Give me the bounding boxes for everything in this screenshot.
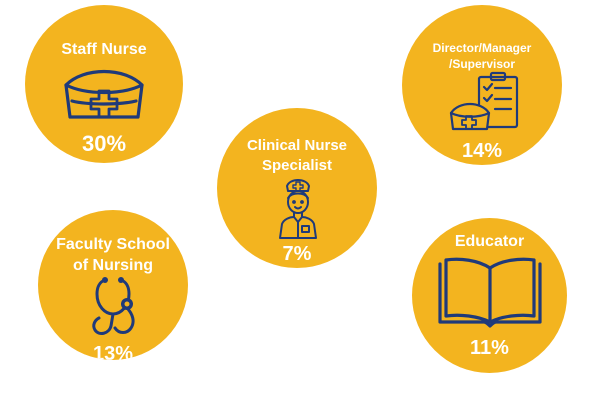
label-educator: Educator	[454, 233, 525, 250]
value-faculty-school-of-nursing: 13%	[92, 343, 134, 360]
label-line-2: of Nursing	[73, 257, 153, 275]
stethoscope-icon	[92, 277, 135, 335]
value-educator: 11%	[470, 337, 509, 359]
open-book-icon	[438, 257, 542, 328]
label-line-1: Director/Manager	[432, 41, 532, 55]
nurse-cap-icon	[64, 69, 144, 119]
label-line-2: Specialist	[261, 156, 333, 174]
label-staff-nurse: Staff Nurse	[61, 41, 147, 58]
circle-faculty-school-of-nursing: Faculty School of Nursing 13%	[38, 210, 188, 360]
value-director-manager-supervisor: 14%	[461, 140, 503, 162]
label-faculty-school-of-nursing: Faculty School of Nursing	[38, 234, 188, 276]
nurse-icon	[279, 179, 317, 239]
circle-staff-nurse: Staff Nurse 30%	[25, 5, 183, 163]
circle-clinical-nurse-specialist: Clinical Nurse Specialist 7%	[217, 108, 377, 268]
label-director-manager-supervisor: Director/Manager /Supervisor	[402, 40, 562, 72]
value-staff-nurse: 30%	[81, 131, 127, 156]
value-clinical-nurse-specialist: 7%	[282, 243, 312, 265]
circle-director-manager-supervisor: Director/Manager /Supervisor 14%	[402, 5, 562, 165]
label-clinical-nurse-specialist: Clinical Nurse Specialist	[217, 136, 377, 175]
circle-educator: Educator 11%	[412, 218, 567, 373]
label-line-1: Faculty School	[56, 236, 170, 253]
label-line-1: Clinical Nurse	[246, 137, 348, 154]
label-line-2: /Supervisor	[448, 57, 516, 72]
clipboard-with-nurse-cap-icon	[449, 71, 519, 131]
